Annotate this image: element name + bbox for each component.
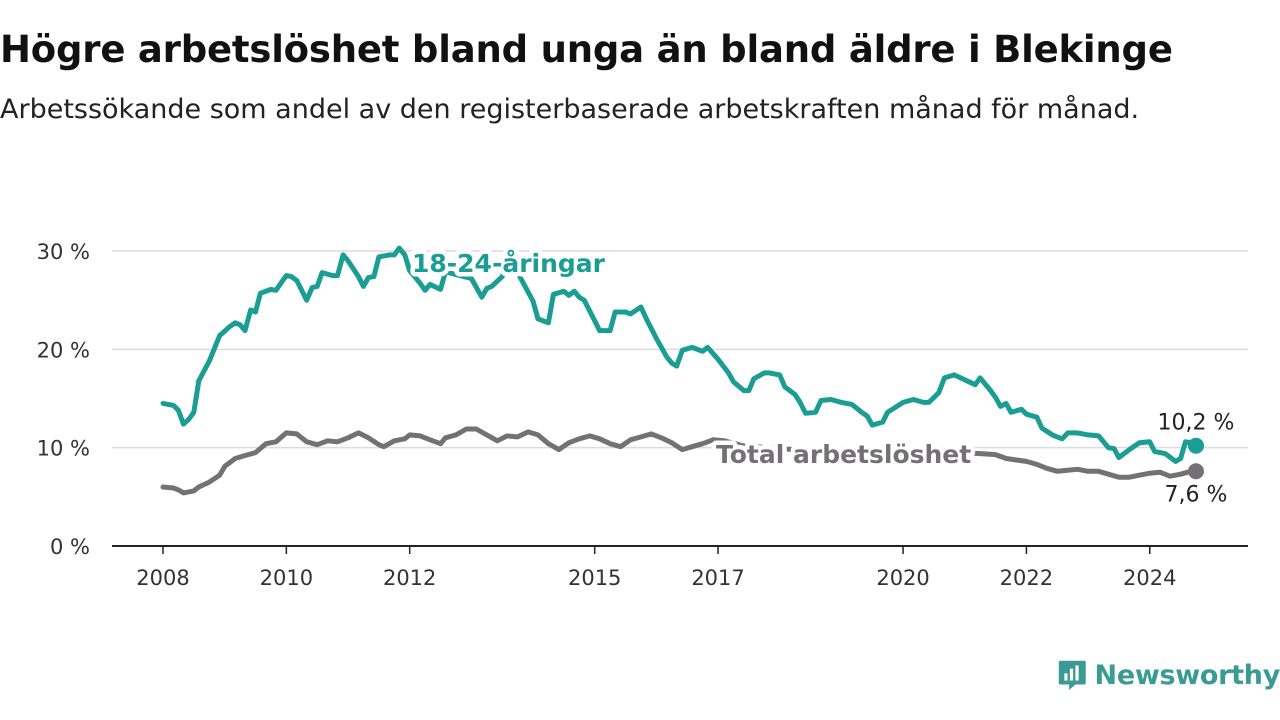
x-tick-label: 2008: [136, 566, 189, 590]
brand-logo: Newsworthy: [1058, 654, 1280, 696]
x-tick-label: 2010: [260, 566, 313, 590]
brand-name: Newsworthy: [1094, 659, 1280, 691]
end-value-label-total: 7,6 %: [1165, 482, 1228, 507]
x-tick-label: 2012: [383, 566, 436, 590]
series-end-marker: [1188, 437, 1204, 454]
series-label-total: Total arbetslöshet: [716, 440, 971, 469]
axes: 0 % 10 % 20 % 30 % 2008 2010 2012 2015 2017 2020 2…: [37, 240, 1248, 590]
chart-subtitle: Arbetssökande som andel av den registerb…: [0, 94, 1140, 125]
series-label-youth-halo: 18-24-åringar: [412, 249, 606, 278]
y-tick-label: 30 %: [37, 240, 90, 264]
y-tick-label: 20 %: [37, 338, 90, 362]
chart-title: Högre arbetslöshet bland unga än bland ä…: [0, 28, 1173, 71]
series-end-marker: [1188, 463, 1204, 480]
x-tick-label: 2024: [1123, 566, 1176, 590]
y-tick-label: 0 %: [50, 535, 90, 559]
newsworthy-logo-icon: [1058, 660, 1086, 691]
x-tick-label: 2022: [1000, 566, 1053, 590]
y-tick-label: 10 %: [37, 437, 90, 461]
x-tick-label: 2020: [876, 566, 929, 590]
x-tick-label: 2017: [691, 566, 744, 590]
end-value-label-youth: 10,2 %: [1158, 411, 1235, 436]
series-lines: [160, 245, 1204, 496]
series-label-total-halo: Total arbetslöshet: [716, 440, 971, 469]
x-tick-label: 2015: [568, 566, 621, 590]
series-line-0: [160, 245, 1199, 464]
series-line-1: [160, 426, 1199, 496]
series-label-youth: 18-24-åringar: [412, 249, 606, 278]
